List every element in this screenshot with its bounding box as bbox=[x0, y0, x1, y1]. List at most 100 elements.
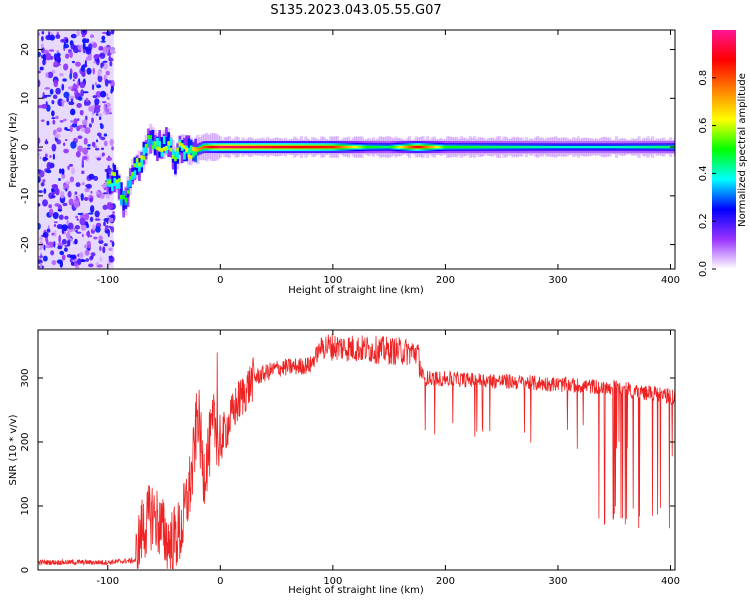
noise-speck bbox=[59, 168, 62, 174]
noise-speck bbox=[109, 138, 114, 146]
noise-speck bbox=[107, 229, 110, 238]
noise-speck bbox=[95, 91, 102, 98]
ridge-cell bbox=[432, 145, 436, 149]
ridge-cell bbox=[162, 146, 166, 151]
ridge-cell bbox=[297, 145, 301, 149]
snr-series-line bbox=[38, 334, 675, 570]
noise-speck bbox=[67, 222, 74, 231]
ridge-cell bbox=[628, 145, 632, 149]
noise-speck bbox=[98, 239, 104, 245]
ridge-cell bbox=[408, 145, 411, 149]
noise-speck bbox=[63, 43, 70, 49]
ridge-cell bbox=[599, 145, 603, 149]
ridge-cell bbox=[550, 145, 553, 149]
ridge-cell bbox=[225, 145, 229, 149]
noise-speck bbox=[73, 200, 80, 209]
ridge-cell bbox=[495, 145, 499, 149]
noise-speck bbox=[51, 110, 55, 117]
noise-speck bbox=[53, 221, 58, 224]
ridge-cell bbox=[282, 145, 285, 149]
noise-speck bbox=[79, 217, 86, 226]
ridge-cell bbox=[340, 145, 344, 149]
noise-speck bbox=[102, 38, 105, 42]
noise-speck bbox=[93, 54, 99, 60]
ridge-cell bbox=[129, 179, 132, 188]
noise-speck bbox=[88, 263, 94, 268]
noise-speck bbox=[105, 107, 110, 114]
ridge-cell bbox=[165, 127, 168, 147]
noise-speck bbox=[107, 203, 114, 210]
noise-speck bbox=[61, 254, 66, 261]
noise-speck bbox=[45, 52, 52, 61]
ridge-cell bbox=[122, 197, 125, 211]
noise-speck bbox=[70, 261, 75, 266]
ridge-cell bbox=[149, 136, 152, 145]
noise-speck bbox=[63, 91, 70, 99]
noise-speck bbox=[77, 135, 83, 140]
ridge-cell bbox=[426, 145, 429, 149]
noise-speck bbox=[55, 188, 60, 196]
noise-speck bbox=[86, 231, 91, 237]
ridge-cell bbox=[500, 145, 504, 149]
ridge-cell bbox=[475, 145, 479, 149]
ridge-cell bbox=[435, 145, 438, 149]
noise-speck bbox=[75, 182, 81, 188]
noise-speck bbox=[64, 138, 68, 142]
ridge-cell bbox=[651, 145, 654, 149]
ridge-cell bbox=[259, 145, 263, 149]
noise-speck bbox=[38, 51, 42, 58]
ridge-cell bbox=[655, 145, 659, 149]
noise-speck bbox=[103, 140, 108, 147]
ridge-cell bbox=[561, 145, 564, 149]
ridge-cell bbox=[480, 145, 483, 149]
noise-speck bbox=[74, 238, 78, 245]
ridge-cell bbox=[293, 145, 297, 149]
noise-speck bbox=[44, 153, 48, 158]
ridge-cell bbox=[160, 147, 164, 152]
noise-speck bbox=[80, 193, 84, 201]
noise-speck bbox=[76, 218, 79, 221]
noise-speck bbox=[38, 79, 41, 88]
ridge-cell bbox=[246, 145, 249, 149]
noise-speck bbox=[77, 212, 83, 216]
ridge-cell bbox=[640, 145, 643, 149]
noise-speck bbox=[56, 223, 63, 230]
noise-speck bbox=[51, 117, 56, 120]
noise-speck bbox=[70, 120, 74, 123]
noise-speck bbox=[40, 119, 45, 122]
ridge-cell bbox=[147, 135, 150, 140]
ridge-cell bbox=[448, 145, 452, 149]
snr-x-tick-label: -100 bbox=[96, 576, 119, 587]
ridge-cell bbox=[174, 157, 177, 162]
noise-speck bbox=[99, 123, 103, 126]
noise-speck bbox=[84, 99, 87, 106]
noise-speck bbox=[95, 191, 100, 195]
noise-speck bbox=[92, 42, 98, 49]
noise-speck bbox=[55, 115, 59, 120]
ridge-cell bbox=[210, 145, 213, 149]
noise-speck bbox=[108, 247, 113, 251]
ridge-cell bbox=[644, 145, 648, 149]
ridge-cell bbox=[160, 148, 164, 157]
noise-speck bbox=[108, 56, 112, 61]
noise-speck bbox=[75, 215, 79, 219]
ridge-cell bbox=[484, 145, 488, 149]
noise-speck bbox=[48, 49, 55, 52]
noise-speck bbox=[41, 43, 44, 49]
ridge-cell bbox=[286, 145, 290, 149]
ridge-cell bbox=[464, 145, 468, 149]
ridge-cell bbox=[120, 182, 123, 195]
noise-speck bbox=[67, 165, 70, 170]
noise-speck bbox=[103, 103, 106, 112]
ridge-cell bbox=[338, 145, 342, 149]
ridge-cell bbox=[214, 145, 218, 149]
ridge-cell bbox=[453, 145, 456, 149]
ridge-cell bbox=[115, 181, 119, 190]
ridge-cell bbox=[525, 145, 528, 149]
ridge-cell bbox=[538, 145, 542, 149]
ridge-cell bbox=[646, 145, 650, 149]
noise-speck bbox=[59, 120, 64, 123]
ridge-cell bbox=[336, 145, 339, 149]
noise-speck bbox=[100, 40, 106, 43]
